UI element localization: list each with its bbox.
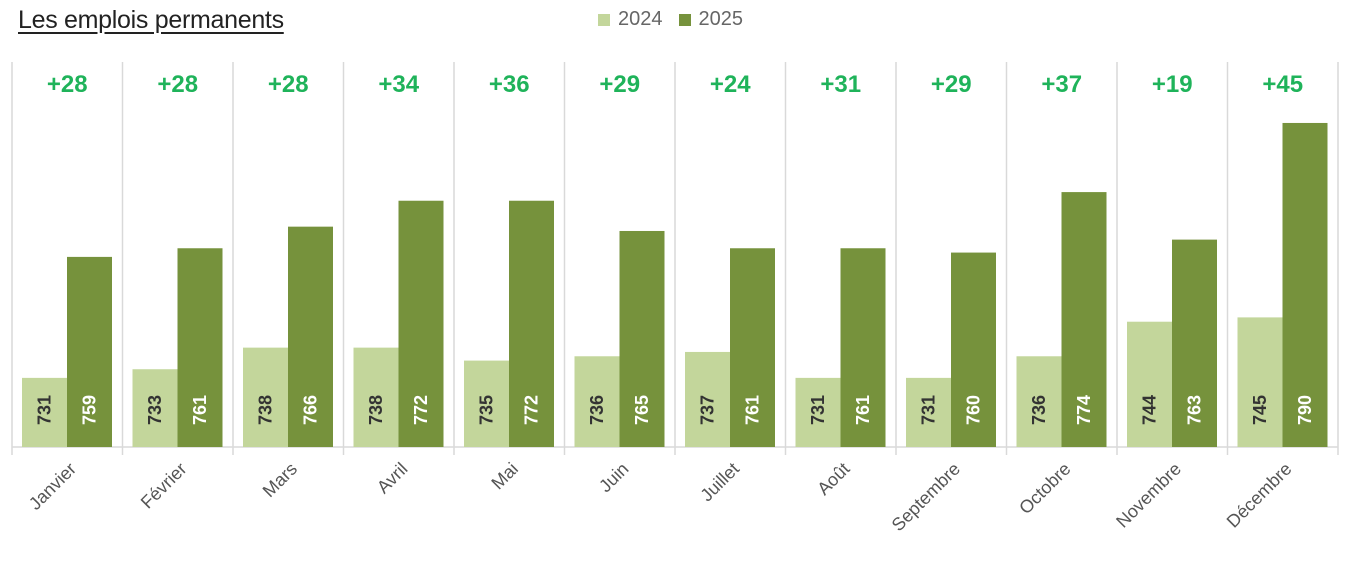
bar-2025 (1282, 122, 1328, 447)
bar-2025 (177, 248, 223, 447)
x-tick-label: Août (813, 459, 853, 499)
bar-label-2025: 761 (743, 395, 763, 425)
bar-label-2025: 765 (632, 395, 652, 425)
legend-item-2025: 2025 (678, 8, 744, 31)
bar-2024 (685, 351, 730, 447)
delta-label: +34 (378, 71, 419, 98)
delta-label: +19 (1152, 71, 1193, 98)
delta-label: +24 (710, 71, 751, 98)
delta-label: +29 (599, 71, 640, 98)
bar-label-2024: 738 (256, 395, 276, 425)
bar-2024 (795, 377, 841, 447)
delta-label: +45 (1262, 71, 1303, 98)
x-tick-label: Décembre (1223, 459, 1296, 532)
bar-label-2024: 738 (366, 395, 386, 425)
bar-2025 (288, 226, 333, 447)
x-tick-label: Novembre (1112, 459, 1185, 532)
delta-label: +37 (1041, 71, 1082, 98)
x-tick-label: Avril (373, 459, 412, 498)
bar-2024 (906, 377, 951, 447)
bar-label-2024: 737 (698, 395, 718, 425)
legend: 2024 2025 (598, 8, 759, 31)
legend-label-2025: 2025 (698, 8, 744, 30)
legend-label-2024: 2024 (618, 8, 663, 30)
bar-2024 (243, 347, 288, 447)
x-tick-label: Octobre (1015, 459, 1074, 518)
x-tick-label: Juin (595, 459, 632, 496)
bar-label-2025: 759 (80, 395, 100, 425)
chart-title: Les emplois permanents (18, 6, 284, 34)
bar-2024 (353, 347, 399, 447)
bar-label-2025: 761 (190, 395, 210, 425)
delta-label: +29 (931, 71, 972, 98)
bar-2025 (1172, 239, 1217, 447)
x-tick-label: Février (137, 459, 191, 513)
bar-2025 (730, 248, 775, 447)
legend-swatch-2025 (678, 13, 691, 26)
bar-label-2024: 735 (477, 395, 497, 425)
bar-label-2024: 731 (808, 395, 828, 425)
bar-label-2025: 761 (853, 395, 873, 425)
x-tick-label: Mai (487, 459, 522, 494)
x-tick-label: Mars (259, 459, 301, 501)
legend-swatch-2024 (598, 13, 610, 26)
bar-label-2025: 766 (301, 395, 321, 425)
bar-2025 (951, 252, 996, 447)
bar-label-2025: 760 (964, 395, 984, 425)
bar-2025 (509, 200, 554, 447)
bar-2024 (574, 356, 620, 447)
bar-2024 (132, 369, 178, 447)
bar-2025 (398, 200, 444, 447)
bar-label-2025: 772 (411, 395, 431, 425)
bar-label-2025: 774 (1074, 395, 1094, 425)
legend-item-2024: 2024 (598, 8, 663, 31)
bar-2024 (1237, 317, 1283, 447)
bar-label-2024: 731 (919, 395, 939, 425)
bar-2025 (840, 248, 886, 447)
x-tick-label: Septembre (888, 459, 964, 535)
bar-2025 (1061, 192, 1107, 447)
x-tick-label: Juillet (696, 459, 743, 506)
bar-2024 (464, 360, 509, 447)
bar-label-2024: 744 (1140, 395, 1160, 425)
delta-label: +28 (47, 71, 88, 98)
bar-label-2025: 763 (1185, 395, 1205, 425)
bar-label-2025: 790 (1295, 395, 1315, 425)
bar-label-2024: 736 (1029, 395, 1049, 425)
x-tick-label: Janvier (25, 459, 80, 514)
bar-label-2024: 731 (35, 395, 55, 425)
bar-label-2024: 736 (587, 395, 607, 425)
bar-2024 (1016, 356, 1062, 447)
bar-label-2025: 772 (522, 395, 542, 425)
delta-label: +28 (157, 71, 198, 98)
bar-2025 (619, 230, 665, 447)
bar-label-2024: 733 (145, 395, 165, 425)
bar-2025 (67, 256, 112, 447)
bar-2024 (1127, 321, 1172, 447)
delta-label: +28 (268, 71, 309, 98)
delta-label: +36 (489, 71, 530, 98)
delta-label: +31 (820, 71, 861, 98)
bar-2024 (22, 377, 67, 447)
bar-label-2024: 745 (1250, 395, 1270, 425)
